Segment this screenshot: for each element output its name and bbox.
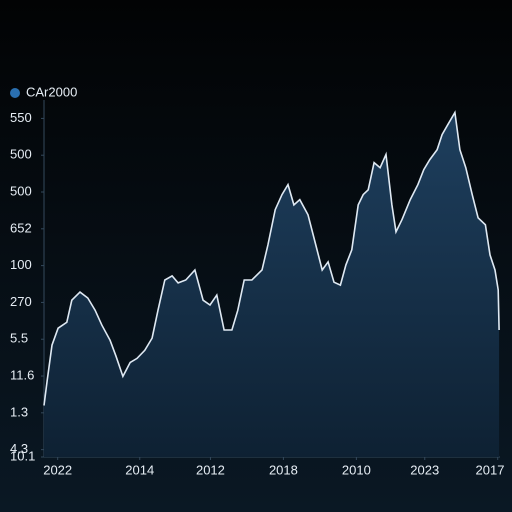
- y-tick-label: 1.3: [10, 404, 28, 419]
- x-tick-label: 2022: [43, 462, 72, 477]
- y-tick-label: 100: [10, 257, 32, 272]
- legend-marker: [10, 88, 20, 98]
- x-tick-label: 2017: [476, 462, 505, 477]
- y-tick-label: 652: [10, 220, 32, 235]
- area: [44, 112, 500, 457]
- y-tick-label: 500: [10, 183, 32, 198]
- y-tick-label: 270: [10, 294, 32, 309]
- x-tick-label: 2023: [410, 462, 439, 477]
- x-tick-label: 2018: [269, 462, 298, 477]
- legend-label: CAr2000: [26, 84, 77, 99]
- y-tick-label: 10.1: [10, 448, 35, 463]
- y-tick-label: 11.6: [10, 367, 34, 382]
- y-tick-label: 4.3: [10, 441, 28, 456]
- y-tick-label: 5.5: [10, 331, 28, 346]
- line: [43, 110, 500, 406]
- y-tick-label: 500: [10, 147, 32, 162]
- x-tick-label: 2014: [125, 462, 154, 477]
- x-tick-label: 2012: [196, 462, 225, 477]
- x-tick-label: 2010: [342, 462, 371, 477]
- y-tick-label: 550: [10, 110, 32, 125]
